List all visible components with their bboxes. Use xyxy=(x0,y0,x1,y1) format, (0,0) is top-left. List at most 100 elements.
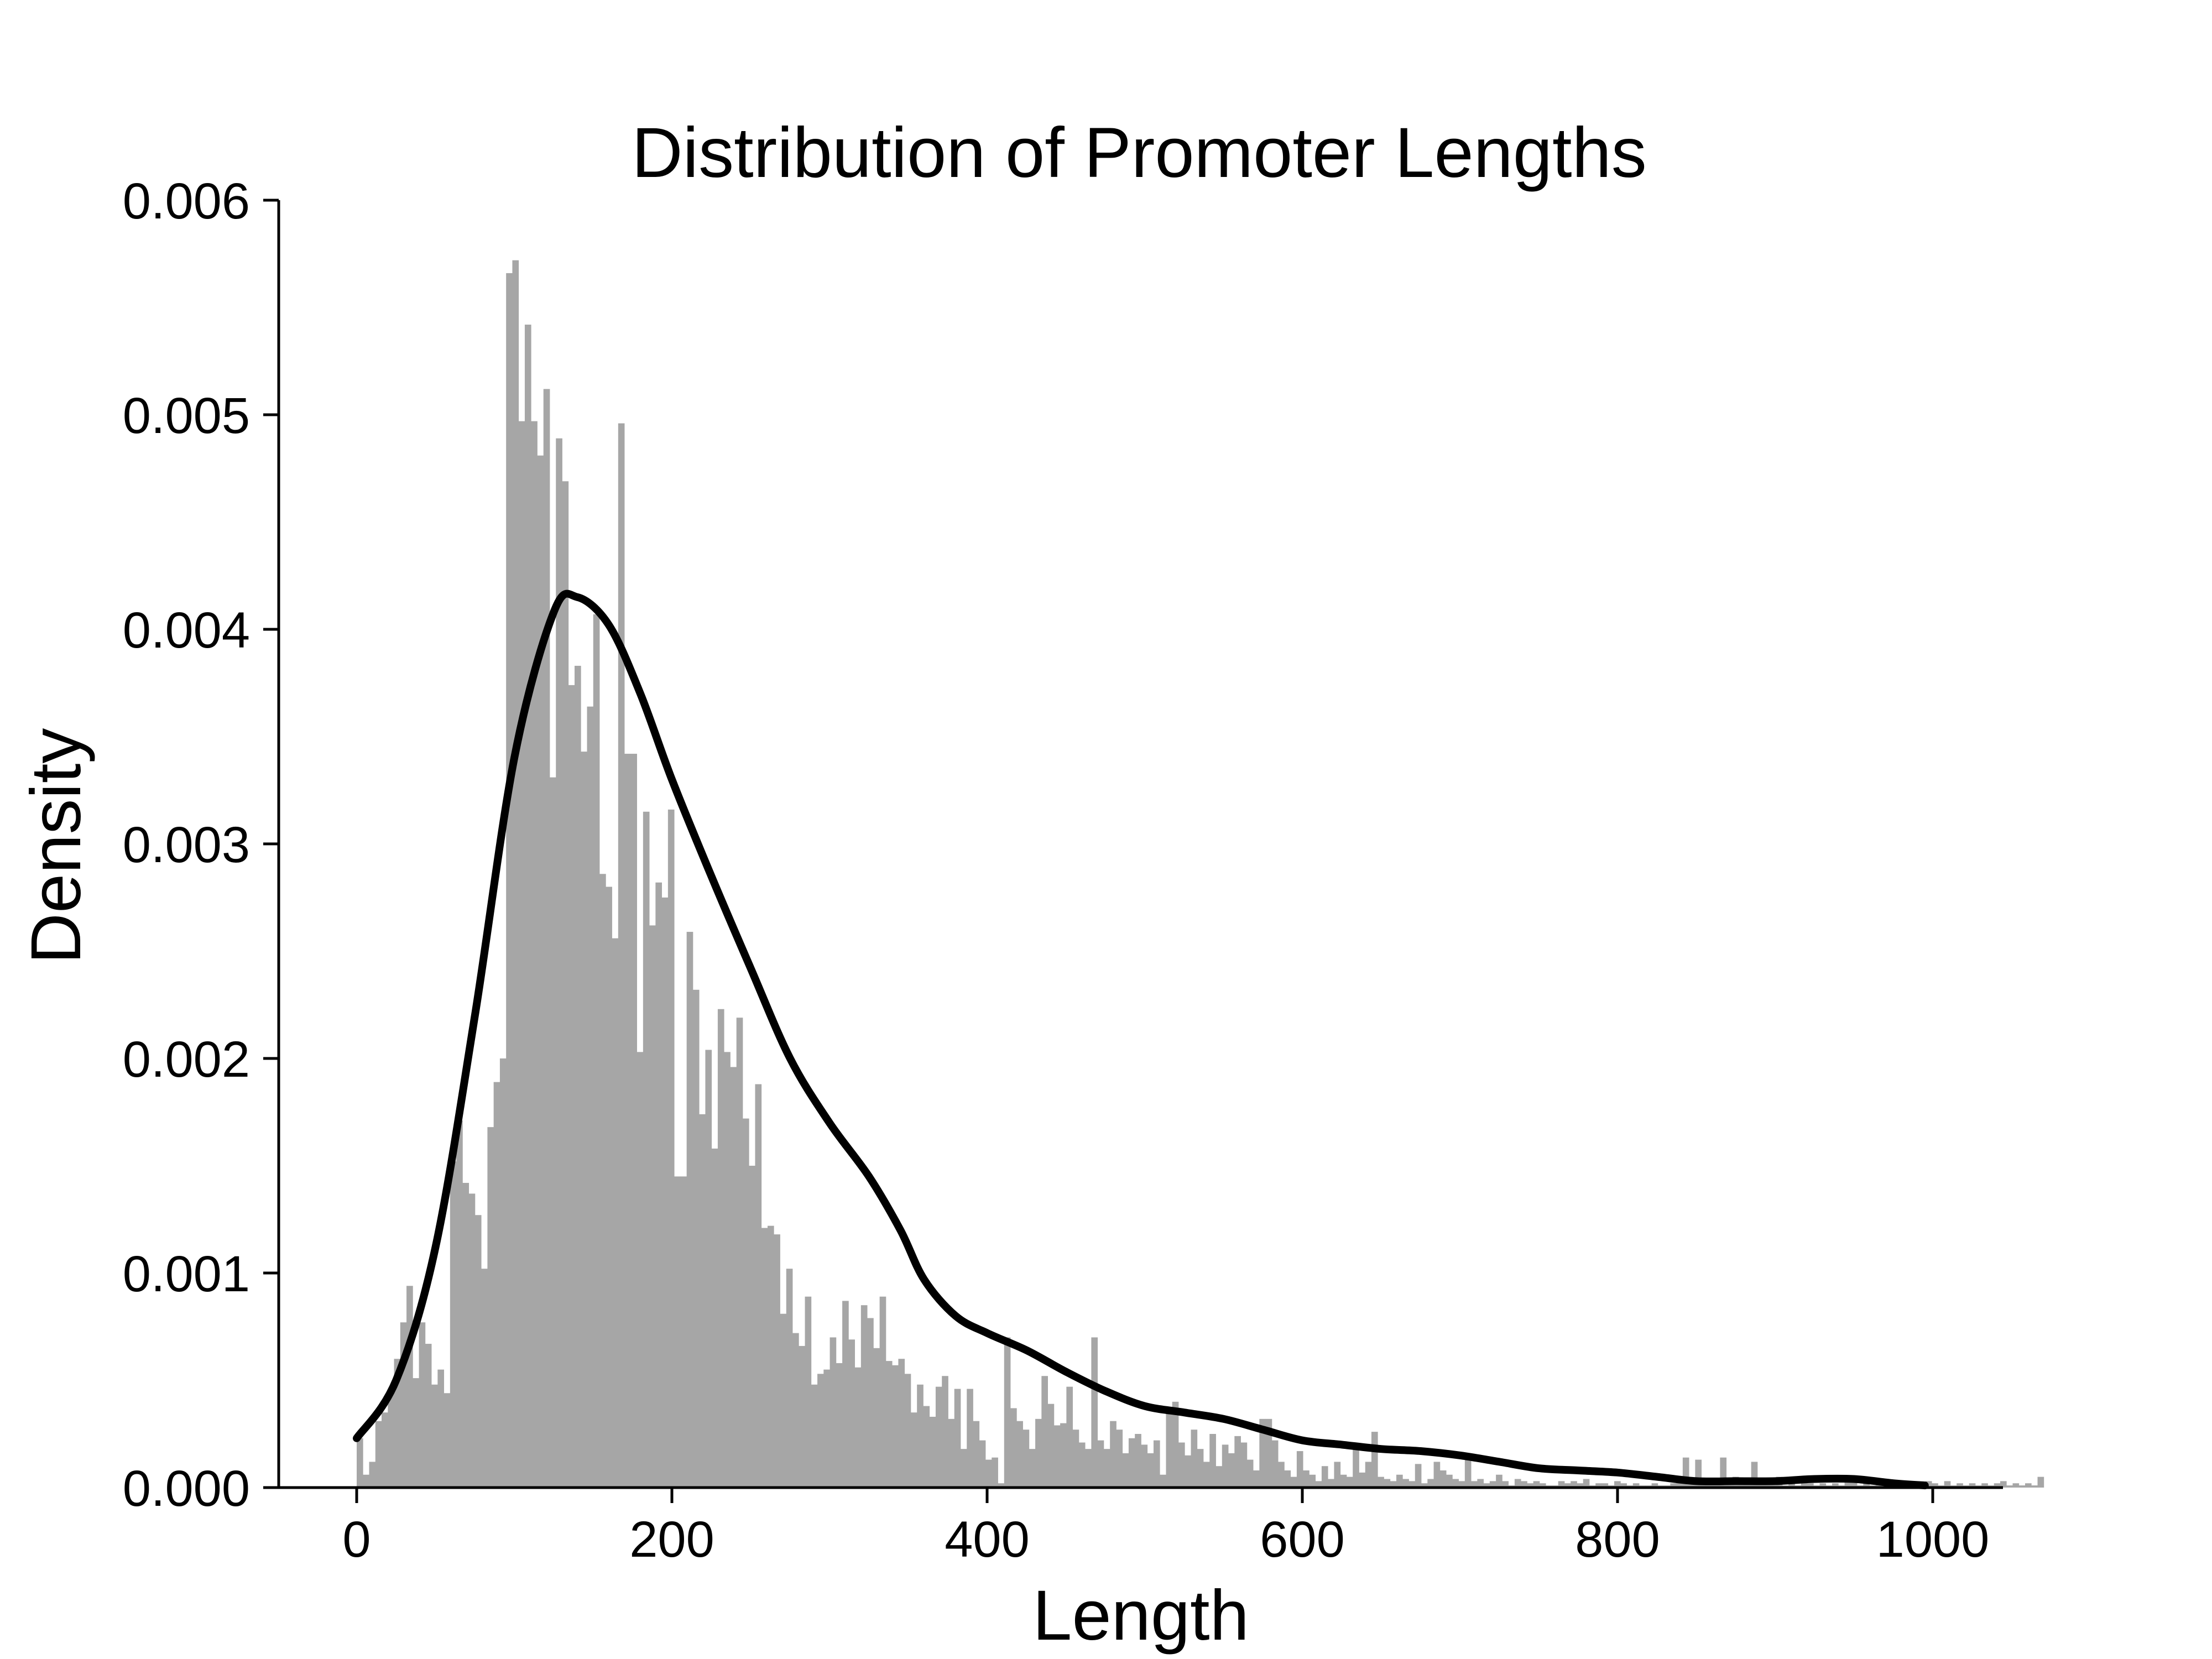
histogram-bar xyxy=(1110,1421,1117,1488)
x-tick-label: 400 xyxy=(945,1511,1030,1568)
histogram-bar xyxy=(1601,1483,1609,1488)
histogram-bar xyxy=(1788,1483,1795,1488)
histogram-bar xyxy=(487,1127,494,1488)
histogram-bar xyxy=(637,1052,644,1488)
histogram-bar xyxy=(1439,1470,1447,1488)
histogram-bar xyxy=(1097,1440,1104,1488)
histogram-bar xyxy=(811,1384,818,1488)
histogram-bar xyxy=(400,1322,407,1488)
histogram-bar xyxy=(749,1166,755,1488)
histogram-bar xyxy=(1365,1462,1372,1488)
histogram-bar xyxy=(1521,1481,1527,1488)
histogram-bar xyxy=(692,989,700,1488)
histogram-bar xyxy=(431,1384,438,1488)
y-tick-label: 0.001 xyxy=(123,1246,250,1302)
histogram-bar xyxy=(1751,1462,1758,1488)
histogram-bar xyxy=(1309,1474,1316,1488)
histogram-bar xyxy=(1819,1483,1827,1488)
histogram-bar xyxy=(518,421,525,1488)
histogram-bar xyxy=(1489,1481,1496,1488)
histogram-bar xyxy=(1122,1453,1129,1488)
histogram-bar xyxy=(1408,1481,1416,1488)
histogram-bar xyxy=(456,1120,463,1488)
histogram-bar xyxy=(474,1215,482,1488)
histogram-bar xyxy=(1060,1423,1067,1488)
histogram-bar xyxy=(799,1345,805,1488)
histogram-bar xyxy=(1433,1462,1441,1488)
histogram-bar xyxy=(2012,1483,2020,1488)
histogram-bar xyxy=(1166,1412,1173,1488)
histogram-bar xyxy=(967,1389,973,1488)
histogram-bar xyxy=(1197,1449,1204,1488)
histogram-bar xyxy=(1533,1481,1540,1488)
histogram-bar xyxy=(2037,1477,2044,1488)
histogram-bar xyxy=(618,423,625,1488)
histogram-bar xyxy=(1863,1483,1870,1488)
histogram-bar xyxy=(2025,1483,2032,1488)
histogram-bar xyxy=(998,1483,1005,1488)
histogram-bar xyxy=(419,1322,426,1488)
histogram-bar xyxy=(357,1438,363,1488)
y-tick-label: 0.006 xyxy=(123,173,250,229)
histogram-bar xyxy=(1147,1453,1154,1488)
histogram-bar xyxy=(1577,1483,1584,1488)
histogram-bar xyxy=(1296,1451,1303,1488)
histogram-bar xyxy=(493,1082,500,1488)
histogram-bar xyxy=(506,273,513,1488)
histogram-bar xyxy=(1402,1479,1409,1488)
histogram-bar xyxy=(730,1067,737,1488)
histogram-bar xyxy=(1010,1408,1017,1488)
histogram-bar xyxy=(2006,1485,2013,1488)
histogram-bar xyxy=(394,1359,401,1488)
histogram-bar xyxy=(755,1084,762,1488)
histogram-bar xyxy=(1801,1481,1808,1488)
histogram-bar xyxy=(1464,1457,1472,1488)
histogram-bar xyxy=(979,1440,986,1488)
x-axis-label: Length xyxy=(1032,1576,1249,1655)
histogram-bar xyxy=(686,932,693,1488)
histogram-bar xyxy=(450,1161,457,1488)
histogram-bar xyxy=(606,886,612,1488)
histogram-bar xyxy=(1022,1430,1030,1488)
histogram-bar xyxy=(1471,1481,1478,1488)
histogram-bar xyxy=(1390,1481,1397,1488)
histogram-bar xyxy=(2018,1485,2026,1488)
histogram-bar xyxy=(1384,1479,1391,1488)
histogram-bar xyxy=(593,614,600,1488)
histogram-bar xyxy=(413,1378,419,1488)
histogram-bar xyxy=(537,455,544,1488)
histogram-bar xyxy=(2000,1481,2007,1488)
histogram-bar xyxy=(717,1009,724,1488)
histogram-bar xyxy=(1477,1479,1484,1488)
histogram-bar xyxy=(792,1333,799,1488)
histogram-bar xyxy=(1427,1479,1434,1488)
histogram-bar xyxy=(1334,1462,1341,1488)
histogram-bar xyxy=(1421,1483,1428,1488)
histogram-bar xyxy=(468,1193,476,1488)
histogram-bar xyxy=(1265,1418,1272,1488)
y-axis-ticks: 0.000 0.001 0.002 0.003 0.004 0.005 0.006 xyxy=(123,173,279,1517)
histogram-bar xyxy=(823,1369,830,1488)
y-tick-label: 0.002 xyxy=(123,1031,250,1088)
histogram-bar xyxy=(711,1148,718,1488)
histogram-bar xyxy=(904,1374,911,1488)
x-tick-label: 0 xyxy=(342,1511,371,1568)
histogram-bar xyxy=(948,1418,955,1488)
histogram-bar xyxy=(960,1449,967,1488)
histogram-bar xyxy=(1303,1470,1310,1488)
y-tick-label: 0.000 xyxy=(123,1460,250,1517)
histogram-bar xyxy=(649,925,656,1488)
histogram-bar xyxy=(885,1361,893,1488)
histogram-bar xyxy=(1141,1444,1148,1488)
histogram-bar xyxy=(1053,1425,1061,1488)
chart-title: Distribution of Promoter Lengths xyxy=(632,113,1647,192)
histogram-bar xyxy=(879,1296,886,1488)
histogram-bar xyxy=(992,1457,998,1488)
histogram-bar xyxy=(680,1176,687,1488)
histogram-bar xyxy=(1932,1483,1938,1488)
histogram-bar xyxy=(2031,1485,2038,1488)
histogram-bar xyxy=(724,1052,731,1488)
histogram-bar xyxy=(643,811,650,1488)
histogram-bar xyxy=(512,260,519,1488)
histogram-bar xyxy=(1539,1483,1546,1488)
